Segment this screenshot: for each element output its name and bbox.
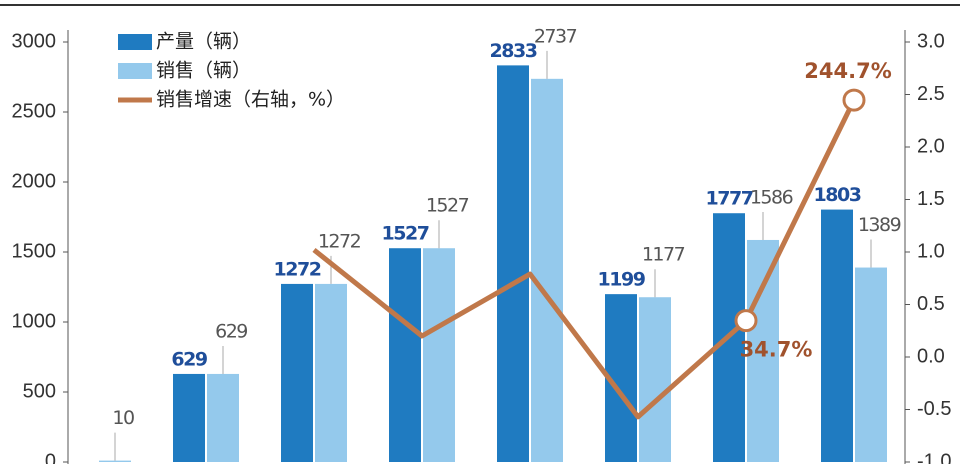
bar-label: 629 bbox=[171, 348, 206, 370]
bar bbox=[497, 65, 529, 462]
y-tick-label: 2500 bbox=[12, 100, 57, 122]
bar bbox=[855, 267, 887, 462]
bar-label: 1586 bbox=[750, 186, 793, 208]
bar-label: 1803 bbox=[814, 184, 861, 206]
bar bbox=[639, 297, 671, 462]
bar bbox=[207, 373, 239, 462]
bar bbox=[173, 373, 205, 462]
line-label: 34.7% bbox=[740, 338, 813, 362]
bar bbox=[389, 248, 421, 462]
y2-tick-label: 2.0 bbox=[917, 135, 945, 157]
line-marker bbox=[842, 88, 866, 112]
bar-label: 1389 bbox=[858, 214, 901, 236]
bar-label: 1272 bbox=[274, 258, 321, 280]
y-tick-label: 3000 bbox=[12, 30, 57, 52]
legend-label: 产量（辆） bbox=[156, 31, 251, 53]
bar bbox=[423, 248, 455, 462]
legend-swatch bbox=[118, 34, 152, 50]
y-tick-label: 1000 bbox=[12, 310, 57, 332]
y2-tick-label: 1.0 bbox=[917, 240, 945, 262]
legend-label: 销售（辆） bbox=[156, 60, 251, 82]
y2-tick-label: 2.5 bbox=[917, 83, 945, 105]
bar-label: 1199 bbox=[598, 269, 645, 291]
y-tick-label: 0 bbox=[45, 450, 56, 464]
y-tick-label: 2000 bbox=[12, 170, 57, 192]
y-tick-label: 1500 bbox=[12, 240, 57, 262]
bar-label: 1527 bbox=[382, 223, 429, 245]
bar-label: 10 bbox=[112, 407, 134, 429]
y2-tick-label: 3.0 bbox=[917, 30, 945, 52]
y2-tick-label: -1.0 bbox=[917, 450, 951, 464]
bar-label: 629 bbox=[215, 320, 247, 342]
legend-swatch bbox=[118, 63, 152, 79]
bar-label: 1177 bbox=[642, 244, 685, 266]
y2-tick-label: 0.5 bbox=[917, 293, 945, 315]
bar-label: 2833 bbox=[490, 40, 537, 62]
y2-tick-label: 1.5 bbox=[917, 188, 945, 210]
line-label: 244.7% bbox=[804, 59, 891, 83]
bar bbox=[821, 209, 853, 462]
bar-label: 1272 bbox=[318, 230, 361, 252]
bar bbox=[315, 283, 347, 462]
bar bbox=[747, 239, 779, 462]
bar-label: 2737 bbox=[534, 25, 577, 47]
bar-label: 1527 bbox=[426, 195, 469, 217]
bar bbox=[281, 283, 313, 462]
y-tick-label: 500 bbox=[23, 380, 56, 402]
line bbox=[312, 98, 857, 420]
bar-label: 1777 bbox=[706, 188, 753, 210]
line-marker bbox=[734, 309, 758, 333]
y2-tick-label: 0.0 bbox=[917, 345, 945, 367]
bar bbox=[99, 460, 131, 462]
bar bbox=[531, 78, 563, 462]
y2-tick-label: -0.5 bbox=[917, 398, 951, 420]
legend-label: 销售增速（右轴，%） bbox=[156, 89, 345, 111]
